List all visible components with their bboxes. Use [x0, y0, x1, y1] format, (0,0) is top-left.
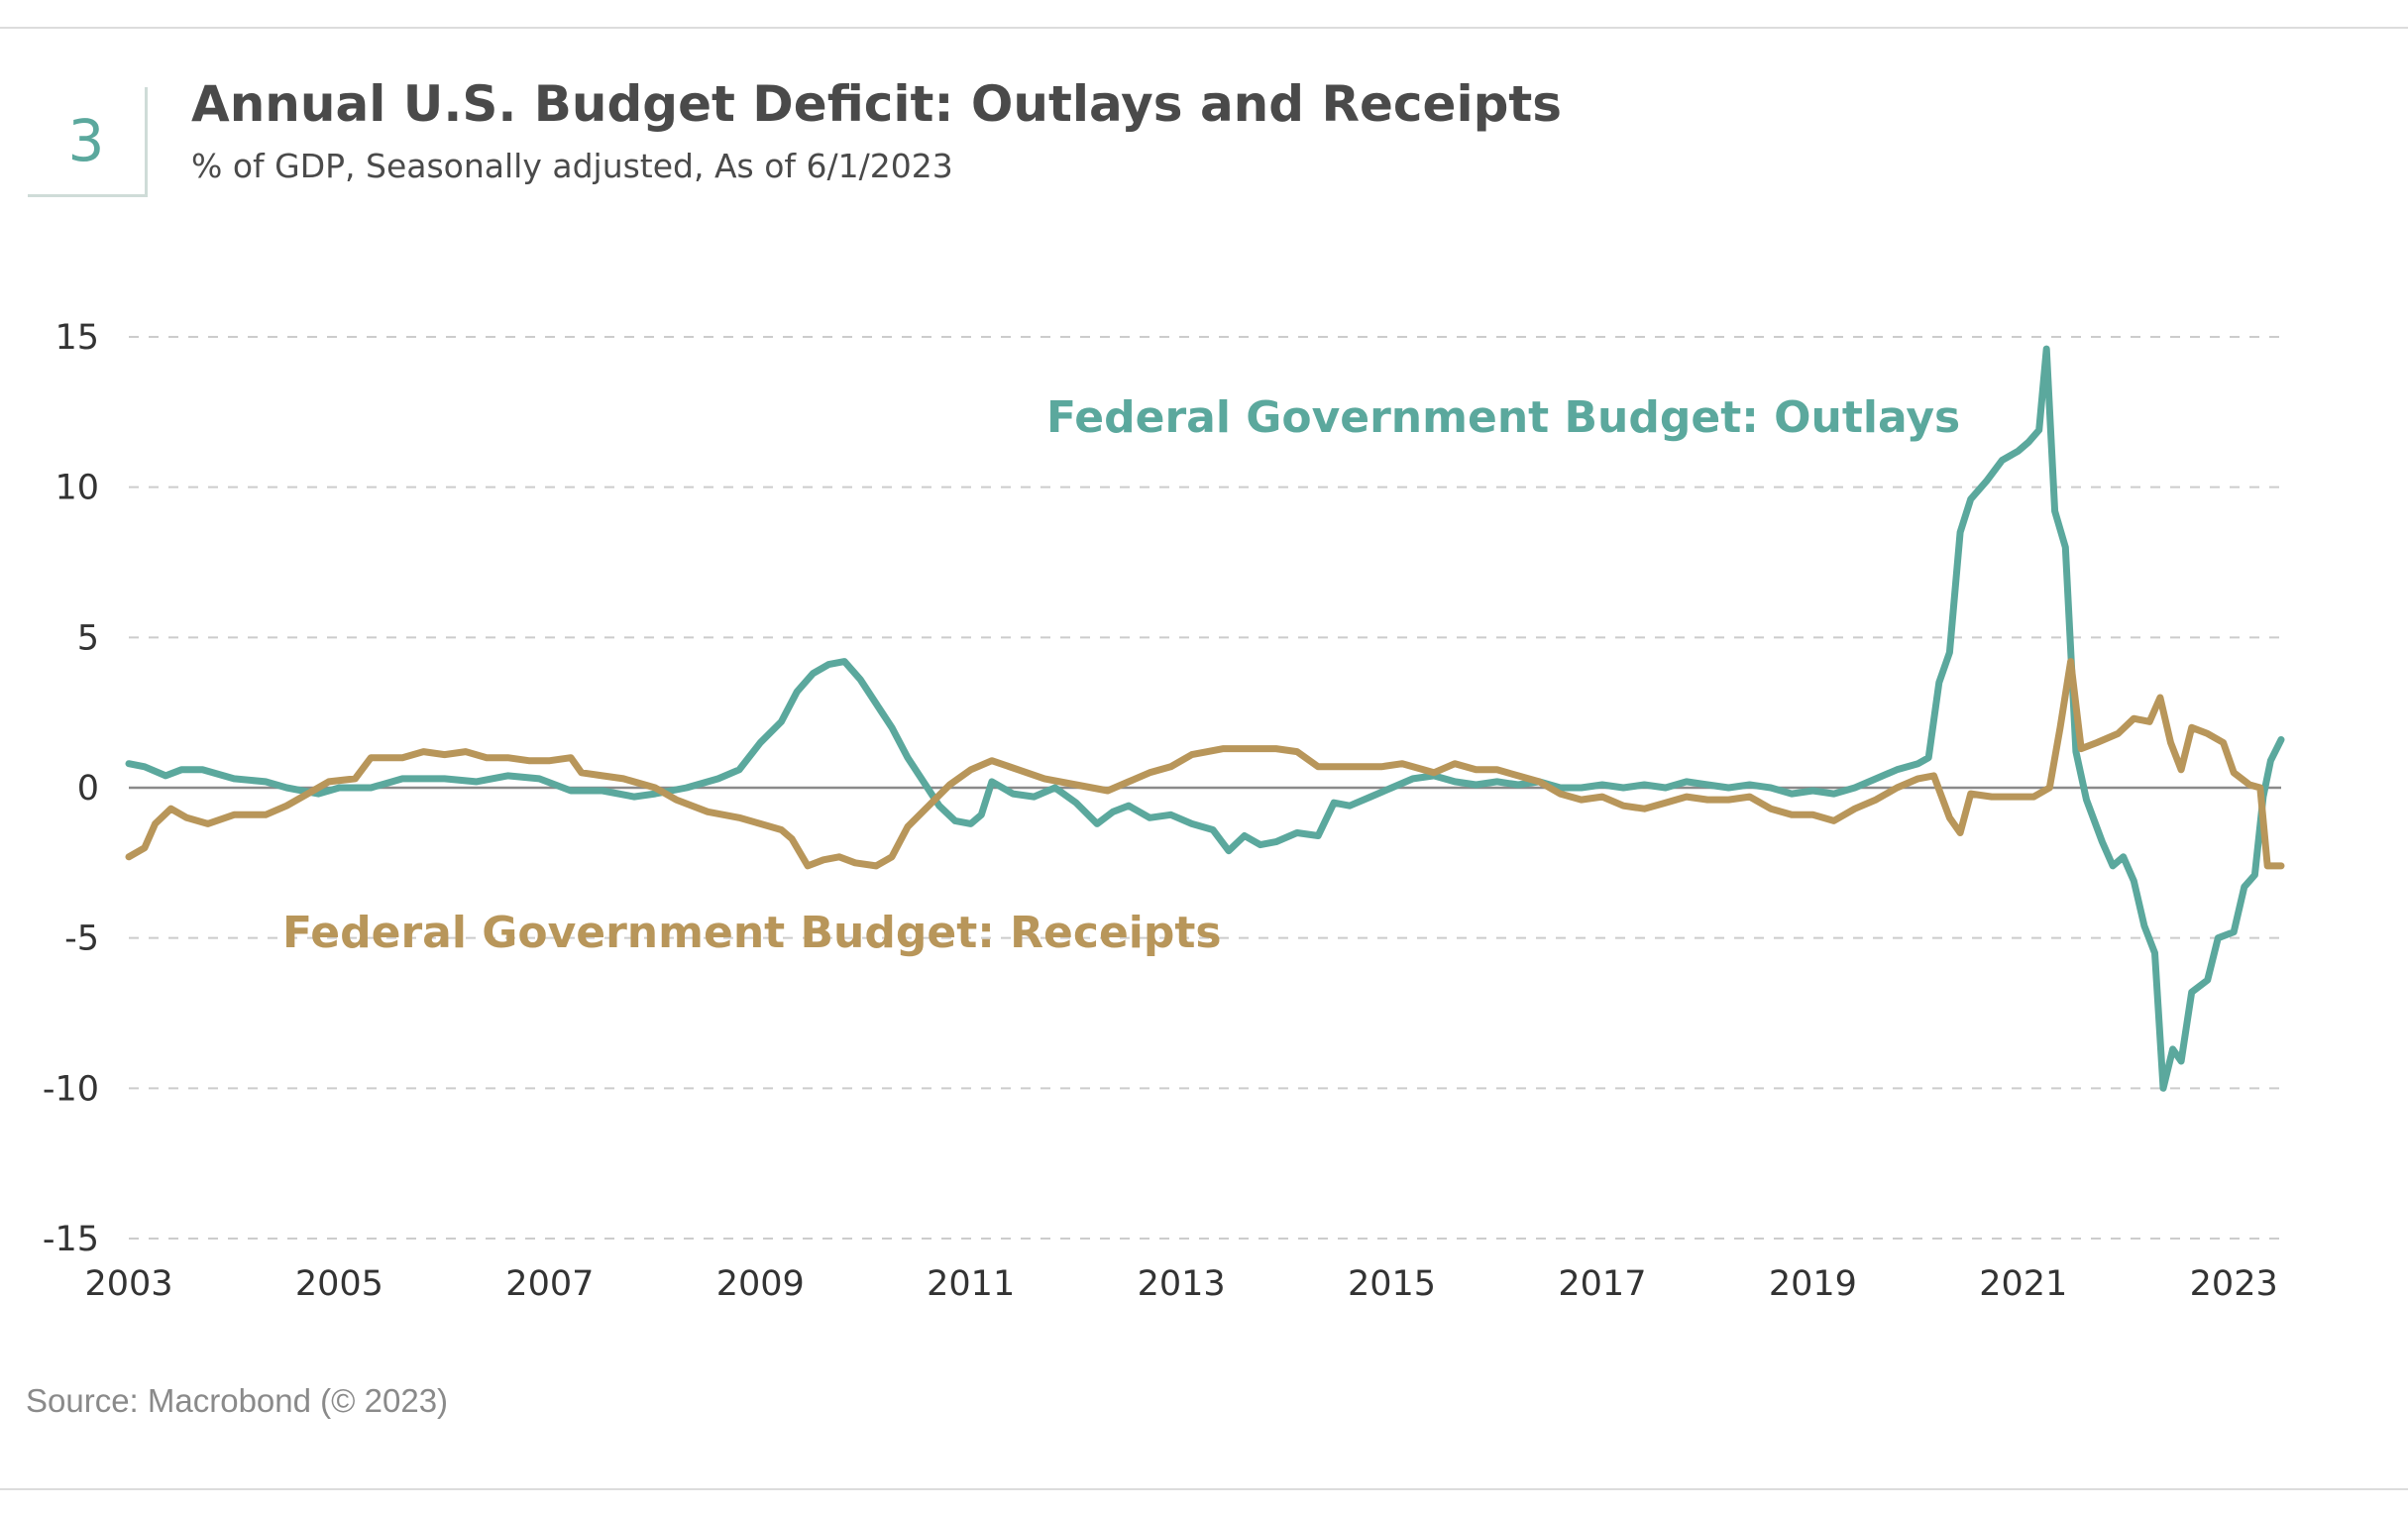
y-tick-label: 5	[77, 618, 99, 658]
x-tick-label: 2013	[1138, 1264, 1226, 1304]
receipts-series-label: Federal Government Budget: Receipts	[282, 908, 1222, 958]
y-tick-label: -5	[64, 919, 99, 959]
outlays-series-line	[125, 345, 2285, 1092]
y-tick-label: 15	[55, 318, 99, 358]
x-tick-label: 2015	[1348, 1264, 1436, 1304]
chart-subtitle: % of GDP, Seasonally adjusted, As of 6/1…	[191, 147, 953, 185]
receipts-series-line	[125, 658, 2285, 870]
x-tick-label: 2011	[927, 1264, 1015, 1304]
series-lines	[125, 345, 2285, 1092]
y-tick-label: -10	[43, 1069, 99, 1109]
x-tick-label: 2007	[505, 1264, 594, 1304]
outlays-series-label: Federal Government Budget: Outlays	[1046, 392, 1960, 443]
y-tick-label: -15	[43, 1220, 99, 1259]
source-note: Source: Macrobond (© 2023)	[26, 1382, 449, 1419]
x-tick-label: 2021	[1979, 1264, 2067, 1304]
y-axis-ticks: 15 10 5 0 -5 -10 -15	[43, 318, 99, 1259]
x-tick-label: 2019	[1769, 1264, 1857, 1304]
x-tick-label: 2005	[295, 1264, 383, 1304]
chart-number-badge: 3	[28, 87, 148, 197]
x-tick-label: 2003	[84, 1264, 172, 1304]
chart-number: 3	[67, 107, 105, 174]
y-tick-label: 0	[77, 769, 99, 809]
chart-title: Annual U.S. Budget Deficit: Outlays and …	[191, 75, 1563, 133]
grid-lines	[129, 336, 2281, 1240]
y-tick-label: 10	[55, 469, 99, 508]
x-axis-ticks: 2003 2005 2007 2009 2011 2013 2015 2017 2019 2021…	[84, 1264, 2277, 1304]
bottom-rule	[0, 1488, 2408, 1490]
x-tick-label: 2009	[716, 1264, 805, 1304]
x-tick-label: 2023	[2190, 1264, 2278, 1304]
x-tick-label: 2017	[1558, 1264, 1646, 1304]
top-rule	[0, 27, 2408, 29]
